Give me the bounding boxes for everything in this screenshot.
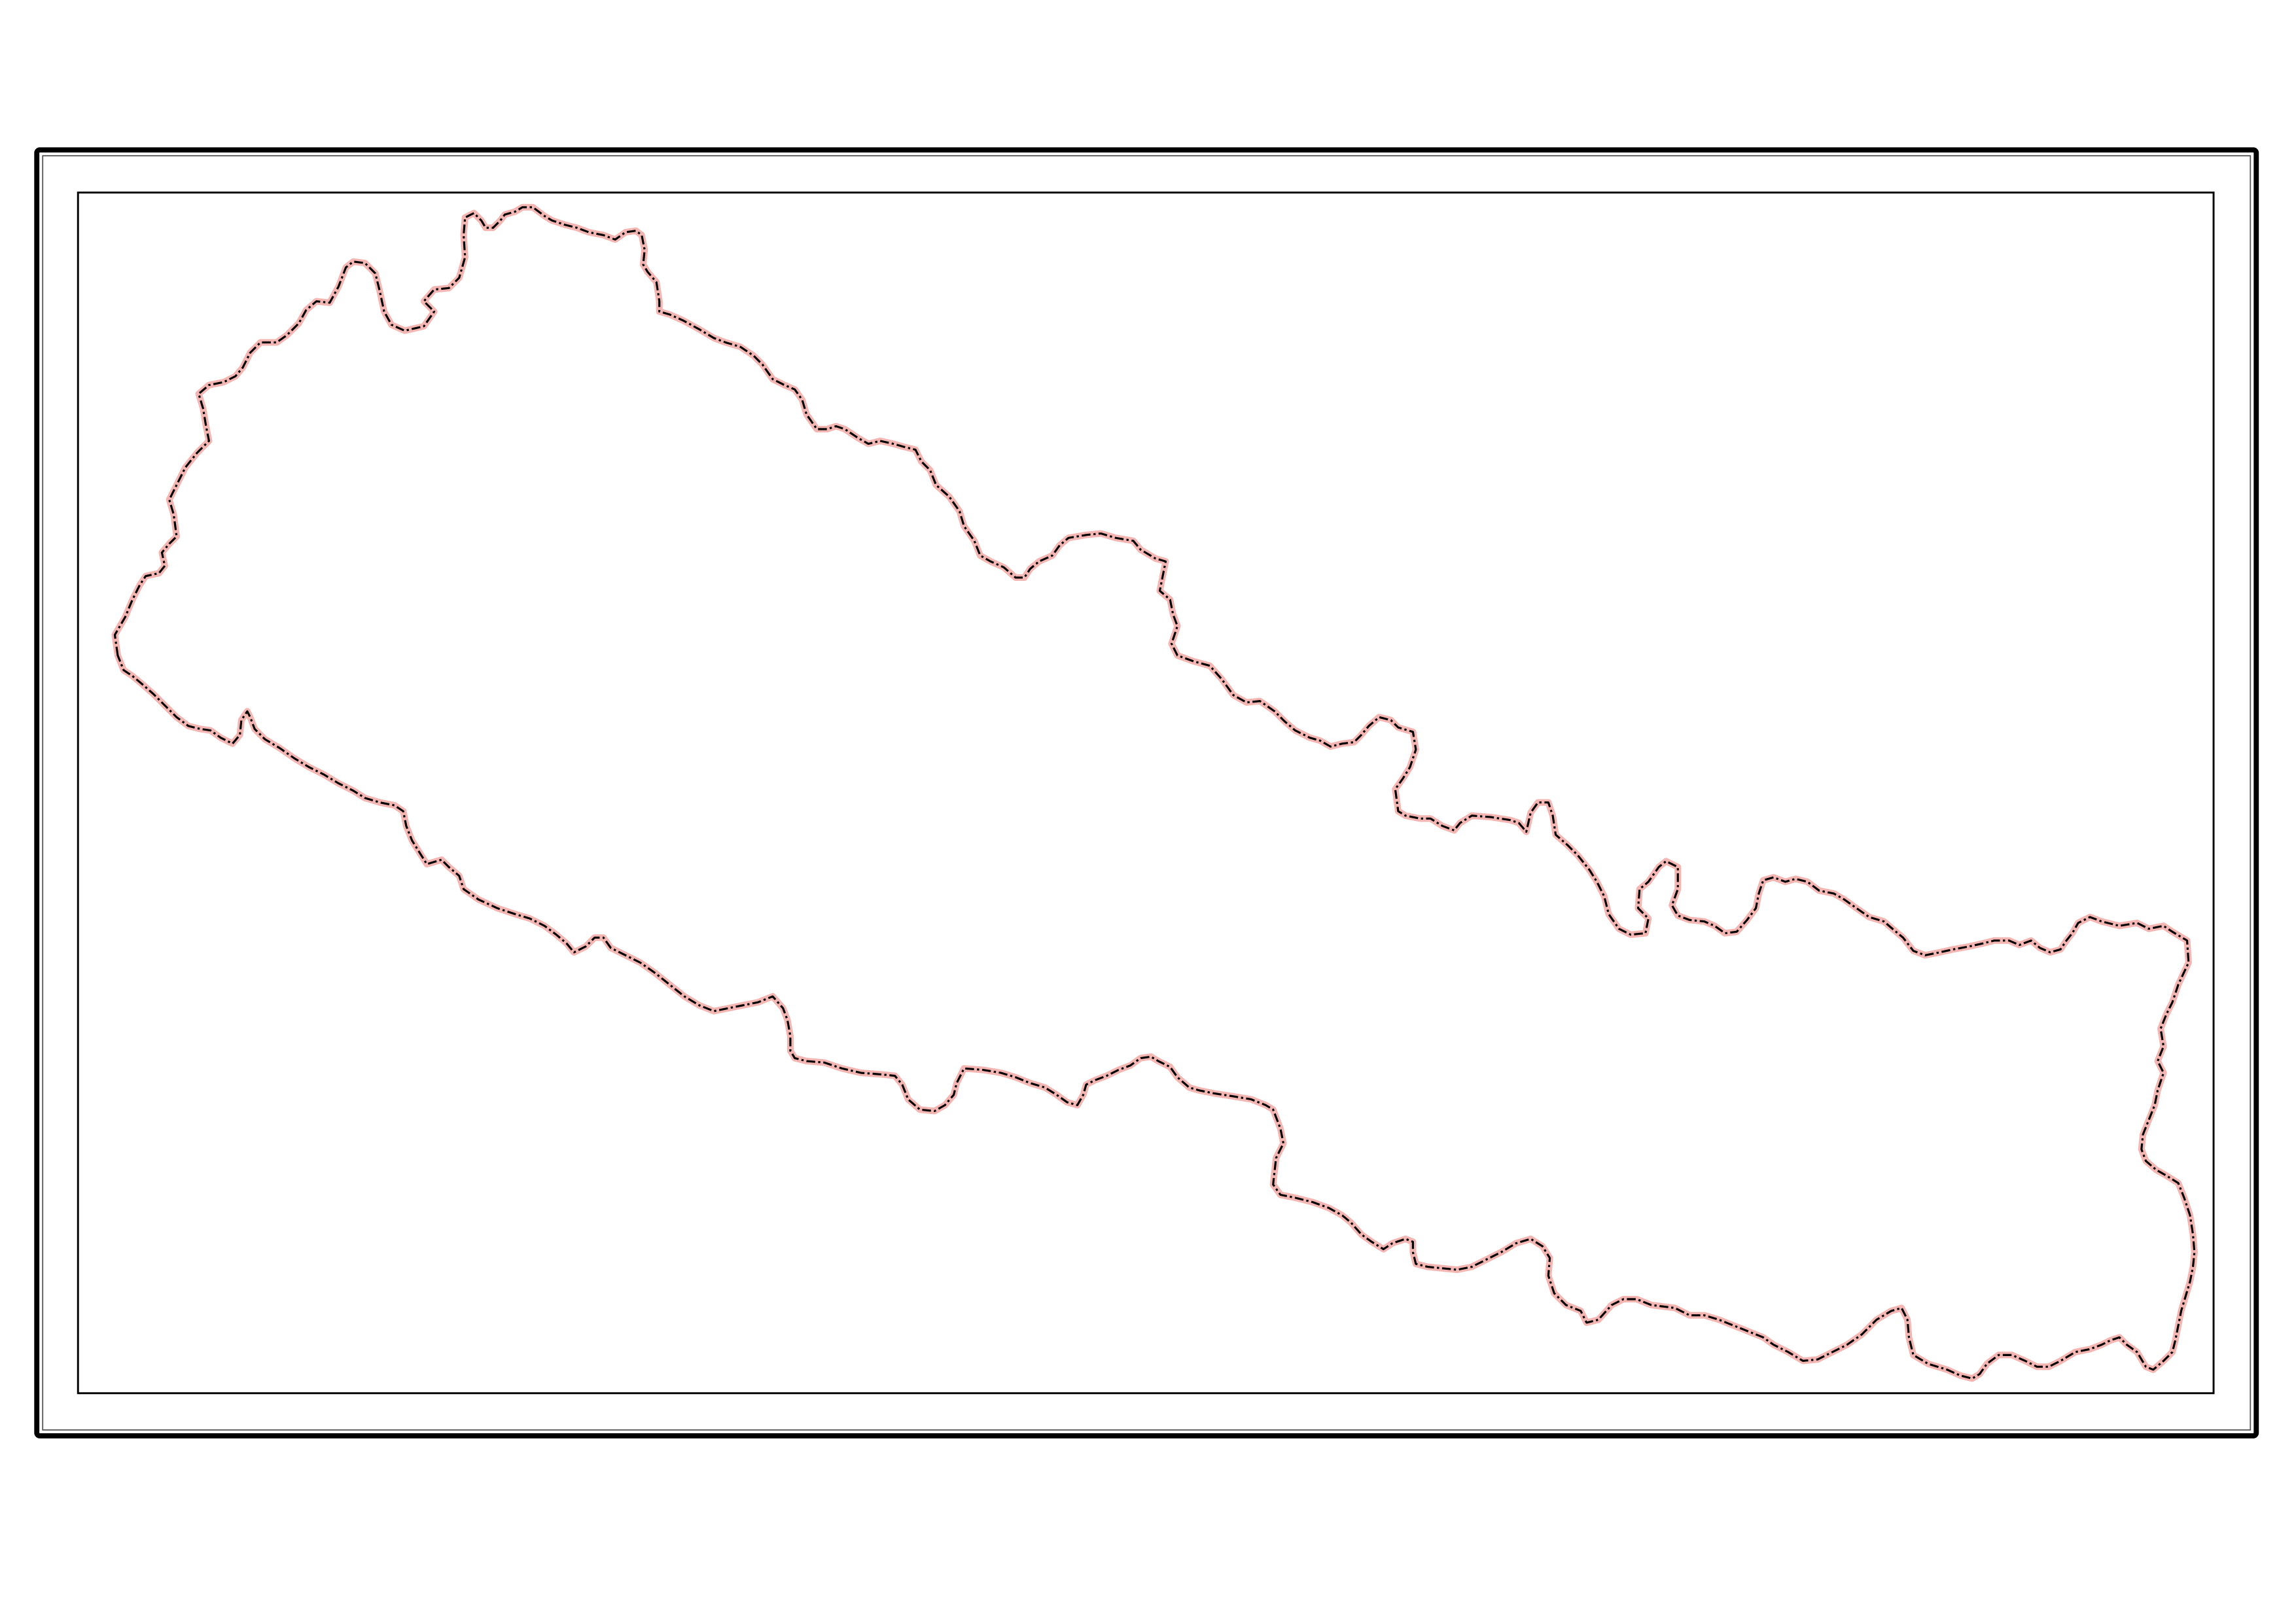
map-frame	[34, 147, 2259, 1438]
country-boundary	[111, 203, 2198, 1382]
middle-neatline	[42, 155, 2252, 1431]
boundary-halo-line	[111, 203, 2198, 1382]
inner-neatline	[77, 191, 2215, 1395]
boundary-dashdot-line	[113, 206, 2196, 1380]
outer-neatline	[34, 147, 2259, 1438]
